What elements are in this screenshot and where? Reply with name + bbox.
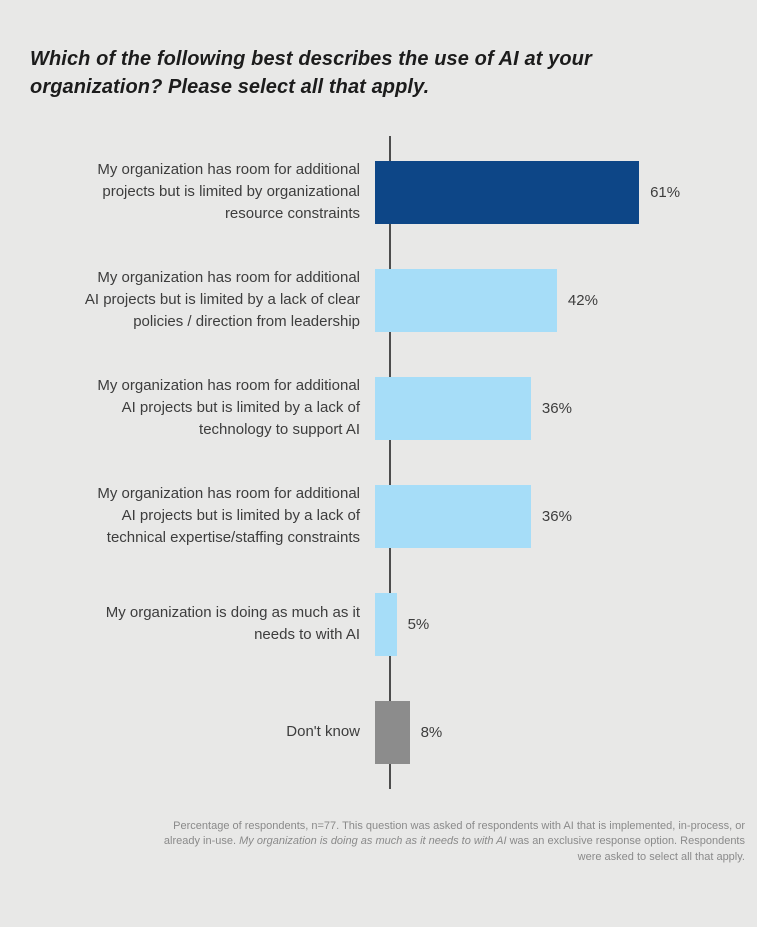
bar-chart: My organization has room for additional … (0, 136, 757, 789)
bar-area: 8% (375, 700, 757, 764)
value-label: 61% (650, 183, 681, 201)
category-label-cell: My organization has room for additional … (0, 483, 375, 548)
footnote-suffix: was an exclusive response option. Respon… (506, 835, 745, 863)
footnote-prefix: Percentage of respondents, n=77. This qu… (163, 820, 745, 848)
category-label: My organization has room for additional … (84, 269, 360, 330)
value-label: 8% (420, 723, 443, 741)
bar-area: 42% (375, 268, 757, 332)
bar (375, 484, 531, 548)
bar (375, 160, 640, 224)
category-label-cell: My organization has room for additional … (0, 159, 375, 224)
value-label: 5% (407, 615, 430, 633)
axis-line (389, 136, 391, 789)
category-label-cell: Don't know (0, 721, 375, 743)
chart-row: Don't know 8% (0, 678, 757, 786)
footnote: Percentage of respondents, n=77. This qu… (150, 819, 745, 865)
footnote-italic-phrase: My organization is doing as much as it n… (239, 835, 507, 848)
category-label: My organization has room for additional … (97, 485, 360, 546)
category-label: Don't know (286, 723, 360, 741)
chart-row: My organization has room for additional … (0, 462, 757, 570)
bar (375, 268, 557, 332)
category-label: My organization is doing as much as it n… (105, 604, 360, 643)
chart-title: Which of the following best describes th… (30, 48, 592, 98)
category-label-cell: My organization has room for additional … (0, 267, 375, 332)
bar (375, 376, 531, 440)
value-label: 36% (541, 399, 572, 417)
category-label: My organization has room for additional … (97, 161, 360, 222)
bar-area: 36% (375, 484, 757, 548)
bar-area: 5% (375, 592, 757, 656)
chart-row: My organization has room for additional … (0, 138, 757, 246)
value-label: 42% (567, 291, 598, 309)
bar (375, 592, 397, 656)
chart-row: My organization has room for additional … (0, 354, 757, 462)
category-label: My organization has room for additional … (97, 377, 360, 438)
value-label: 36% (541, 507, 572, 525)
chart-rows: My organization has room for additional … (0, 138, 757, 786)
bar-area: 61% (375, 160, 757, 224)
chart-row: My organization has room for additional … (0, 246, 757, 354)
bar-area: 36% (375, 376, 757, 440)
category-label-cell: My organization is doing as much as it n… (0, 602, 375, 646)
chart-row: My organization is doing as much as it n… (0, 570, 757, 678)
bar (375, 700, 410, 764)
report-page: Which of the following best describes th… (0, 45, 757, 927)
category-label-cell: My organization has room for additional … (0, 375, 375, 440)
